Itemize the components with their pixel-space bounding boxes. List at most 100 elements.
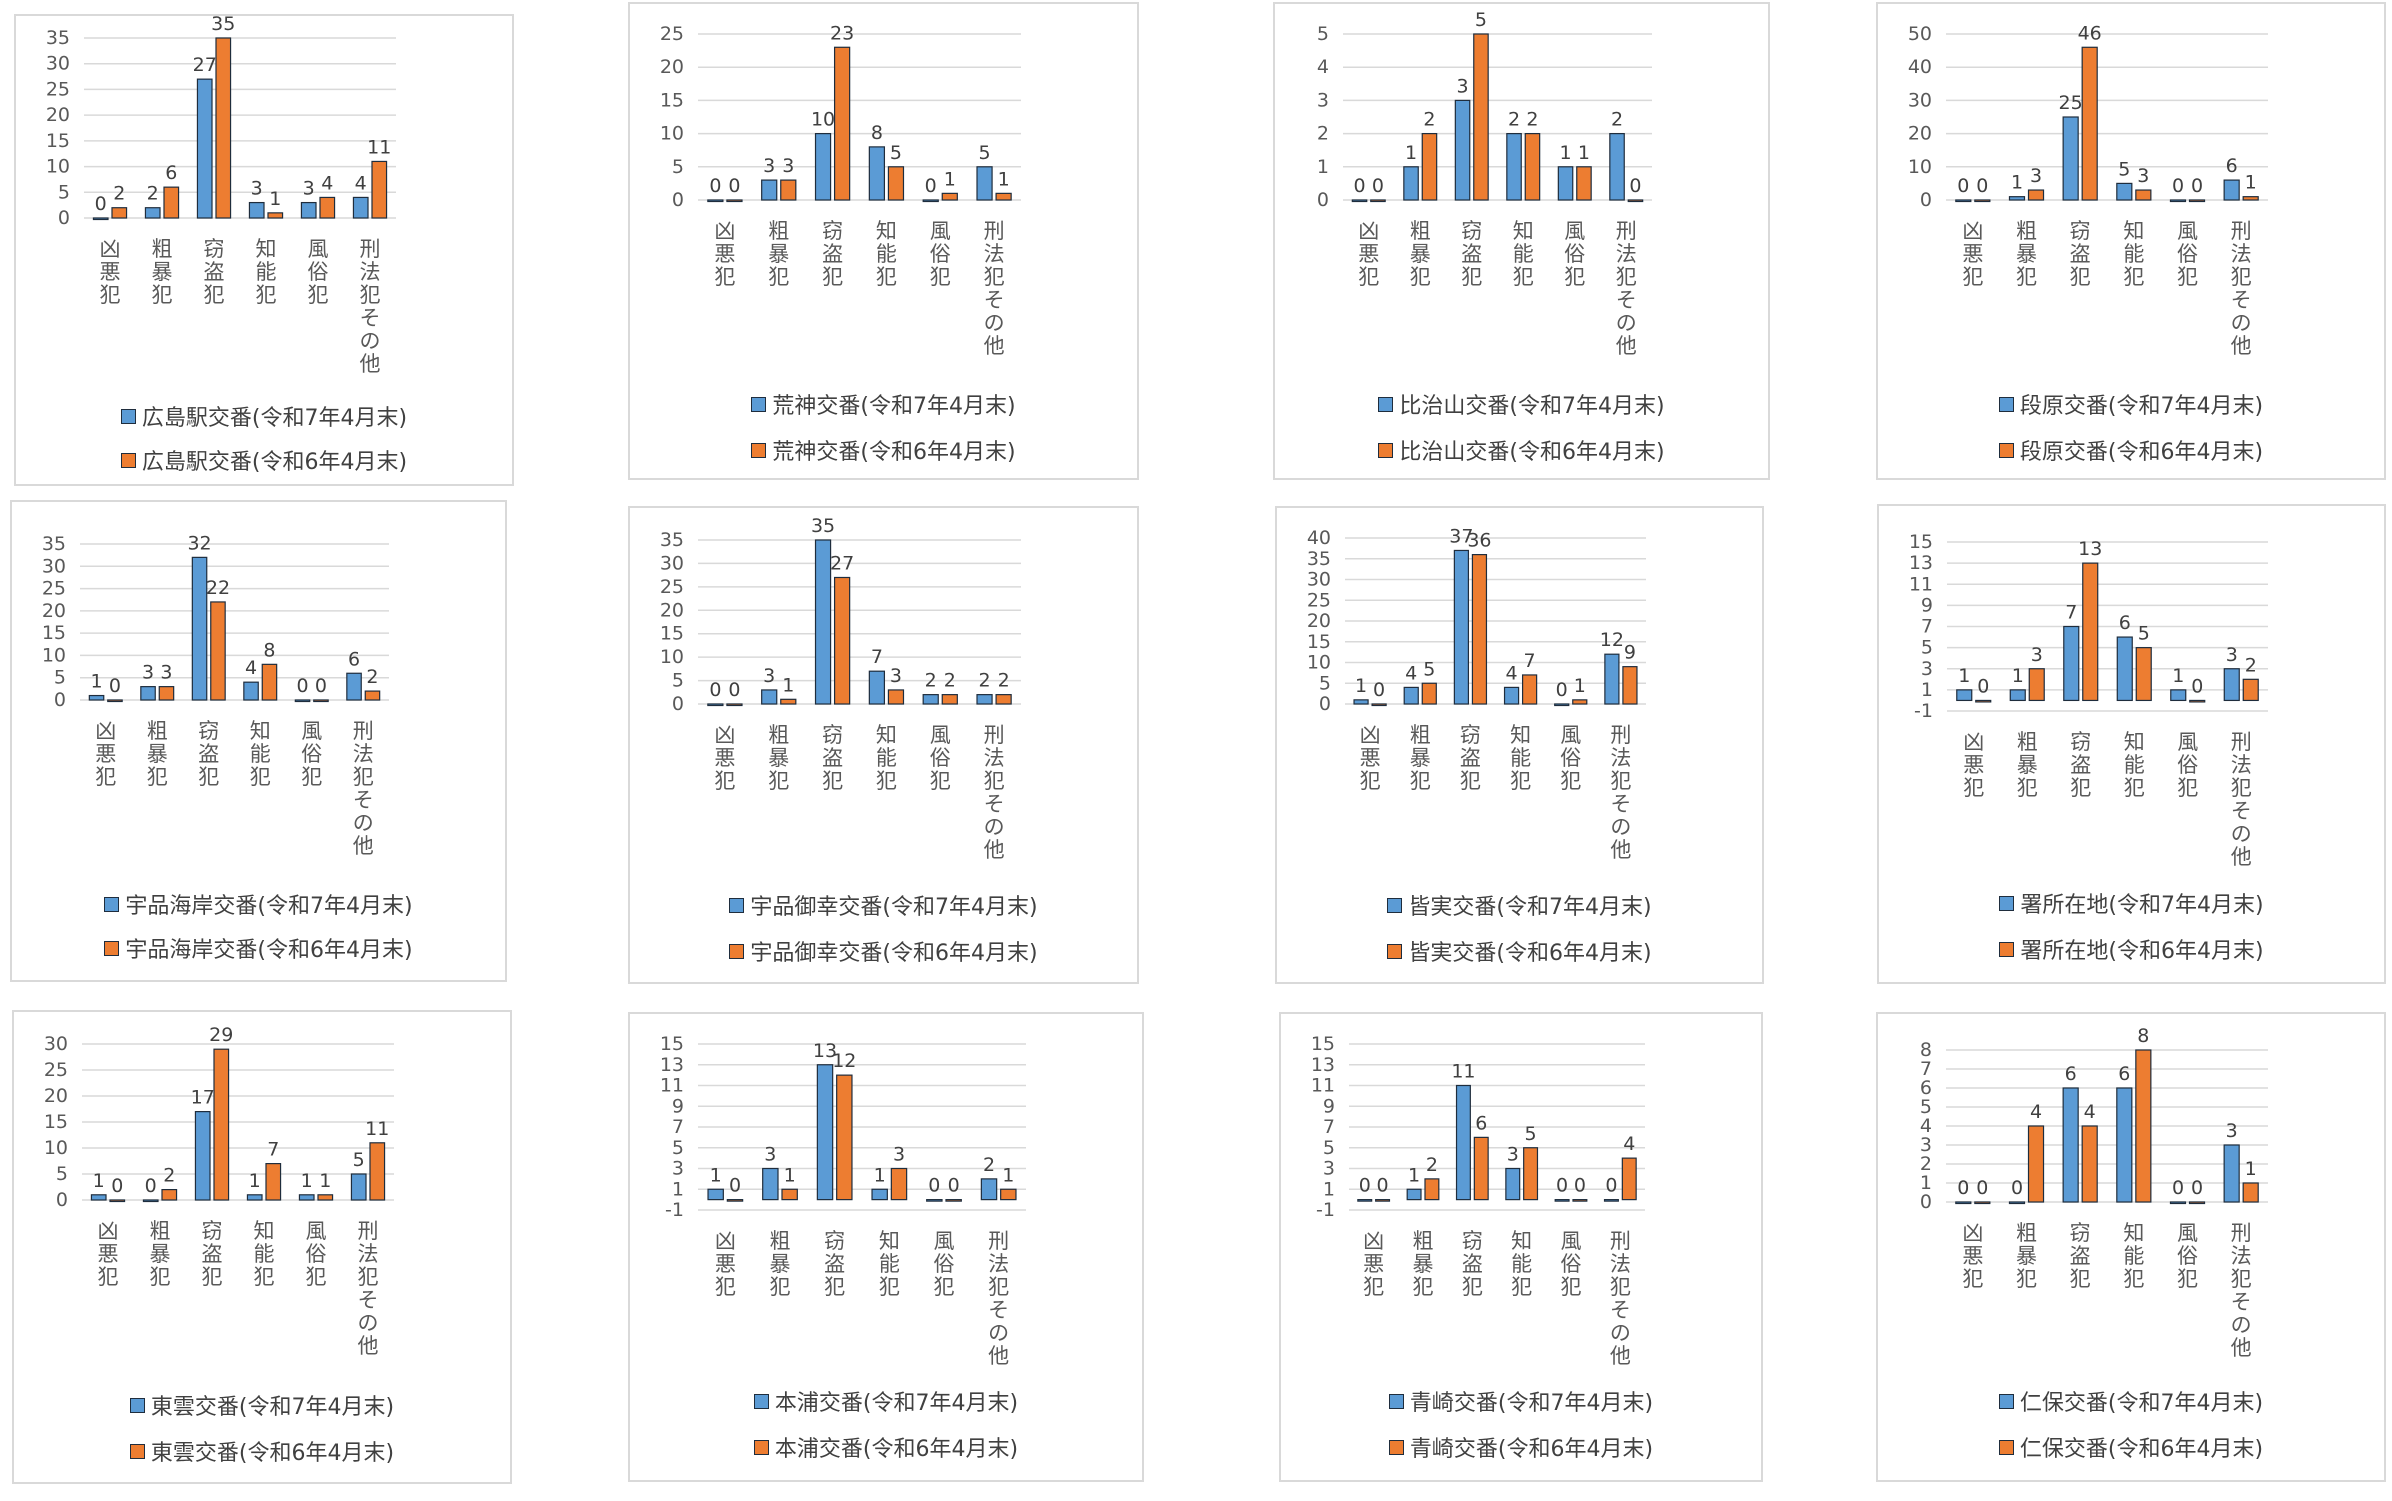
data-label: 5 xyxy=(890,142,902,164)
y-tick-label: 0 xyxy=(1319,693,1331,715)
bar-series-2 xyxy=(1572,1199,1588,1202)
y-tick-label: 0 xyxy=(56,1189,68,1211)
bar-series-2 xyxy=(726,703,743,707)
data-label: 5 xyxy=(2138,623,2150,645)
category-label: 俗 xyxy=(930,242,951,266)
legend-swatch-icon xyxy=(729,943,745,959)
legend-item: 本浦交番(令和6年4月末) xyxy=(630,1424,1142,1470)
y-tick-label: 0 xyxy=(54,689,66,711)
chart-panel: 0 5 10 15 20 25 0 0 凶悪犯 3 3 粗暴犯 10 23 窃盗犯 8 5 知能犯 0 1 風俗犯 5 1 刑… xyxy=(628,2,1139,480)
category-label: 凶 xyxy=(100,237,121,261)
category-label: 刑 xyxy=(353,719,374,743)
bar-series-1 xyxy=(2008,196,2026,201)
chart-legend: 本浦交番(令和7年4月末) 本浦交番(令和6年4月末) xyxy=(630,1378,1142,1470)
chart-panel: -1 1 3 5 7 9 11 13 15 1 0 凶悪犯 3 1 粗暴犯 13 12 窃盗犯 1 3 知能犯 0 0 風俗犯… xyxy=(628,1012,1144,1482)
y-tick-label: 4 xyxy=(1317,56,1329,78)
data-label: 2 xyxy=(2245,654,2257,676)
chart-legend: 署所在地(令和7年4月末) 署所在地(令和6年4月末) xyxy=(1879,880,2384,972)
category-label: 犯 xyxy=(1360,769,1381,793)
category-label: 知 xyxy=(2124,730,2145,754)
bar-series-2 xyxy=(2188,1201,2206,1205)
bar-series-2 xyxy=(1975,699,1992,703)
data-label: 0 xyxy=(928,1175,940,1197)
category-label: 法 xyxy=(984,242,1005,266)
category-label: 法 xyxy=(2231,242,2252,266)
data-label: 1 xyxy=(93,1170,105,1192)
data-label: 6 xyxy=(165,162,177,184)
data-label: 0 xyxy=(1957,175,1969,197)
legend-label: 本浦交番(令和7年4月末) xyxy=(774,1391,1019,1416)
category-label: 法 xyxy=(1610,746,1631,770)
y-tick-label: 35 xyxy=(42,533,66,555)
legend-swatch-icon xyxy=(1388,1439,1404,1455)
data-label: 0 xyxy=(1556,1175,1568,1197)
data-label: 4 xyxy=(1623,1133,1635,1155)
bar-series-2 xyxy=(210,601,226,701)
bar-series-2 xyxy=(1521,674,1538,705)
data-label: 1 xyxy=(998,168,1010,190)
y-tick-label: 20 xyxy=(1908,123,1932,145)
y-tick-label: 3 xyxy=(1317,89,1329,111)
category-label: 盗 xyxy=(202,1242,223,1266)
legend-item: 仁保交番(令和7年4月末) xyxy=(1878,1378,2384,1424)
category-label: 粗 xyxy=(147,719,168,743)
category-label: の xyxy=(2231,311,2252,335)
category-label: 知 xyxy=(256,237,277,261)
category-label: 風 xyxy=(2177,1221,2198,1245)
bar-series-2 xyxy=(1621,1157,1637,1201)
category-label: 犯 xyxy=(2177,265,2198,289)
data-label: 1 xyxy=(90,671,102,693)
category-label: の xyxy=(2231,1313,2252,1337)
bar-series-2 xyxy=(1627,199,1644,203)
data-label: 7 xyxy=(2065,602,2077,624)
legend-label: 宇品御幸交番(令和7年4月末) xyxy=(750,895,1038,920)
legend-item: 東雲交番(令和6年4月末) xyxy=(14,1428,510,1474)
legend-swatch-icon xyxy=(129,1443,145,1459)
category-label: 悪 xyxy=(715,1252,736,1276)
bar-series-1 xyxy=(761,179,778,201)
legend-item: 宇品海岸交番(令和6年4月末) xyxy=(12,926,505,970)
data-label: 3 xyxy=(763,665,775,687)
bar-series-1 xyxy=(2223,668,2240,702)
category-label: 悪 xyxy=(100,260,121,284)
category-label: 犯 xyxy=(306,1265,327,1289)
bar-series-2 xyxy=(941,694,958,705)
y-tick-label: 9 xyxy=(1921,594,1933,616)
y-tick-label: 7 xyxy=(1920,1058,1932,1080)
data-label: 1 xyxy=(1559,142,1571,164)
y-tick-label: 9 xyxy=(672,1095,684,1117)
bar-series-2 xyxy=(995,192,1012,201)
category-label: の xyxy=(360,329,381,353)
category-label: 俗 xyxy=(301,742,322,766)
bar-series-2 xyxy=(1622,666,1638,705)
category-label: 知 xyxy=(876,723,897,747)
legend-item: 青崎交番(令和6年4月末) xyxy=(1281,1424,1761,1470)
bar-series-2 xyxy=(945,1199,962,1202)
legend-item: 広島駅交番(令和7年4月末) xyxy=(16,394,512,438)
category-label: 凶 xyxy=(1962,1221,1983,1245)
y-tick-label: 10 xyxy=(1908,156,1932,178)
category-label: 能 xyxy=(876,746,897,770)
data-label: 2 xyxy=(163,1165,175,1187)
data-label: 2 xyxy=(1426,1154,1438,1176)
y-tick-label: 35 xyxy=(46,27,70,49)
category-label: 他 xyxy=(984,838,1005,862)
category-label: 犯 xyxy=(301,765,322,789)
bar-series-1 xyxy=(761,689,778,705)
category-label: 窃 xyxy=(1462,1229,1483,1253)
data-label: 0 xyxy=(1605,1175,1617,1197)
category-label: 風 xyxy=(2177,730,2198,754)
y-tick-label: 30 xyxy=(1307,569,1331,591)
category-label: 悪 xyxy=(1363,1252,1384,1276)
category-label: そ xyxy=(360,306,381,330)
bar-series-2 xyxy=(2135,647,2152,702)
category-label: の xyxy=(1610,815,1631,839)
y-tick-label: 11 xyxy=(1909,573,1933,595)
category-label: 俗 xyxy=(930,746,951,770)
category-label: 他 xyxy=(1610,838,1631,862)
category-label: 犯 xyxy=(768,265,789,289)
category-label: 俗 xyxy=(308,260,329,284)
legend-swatch-icon xyxy=(1999,895,2015,911)
